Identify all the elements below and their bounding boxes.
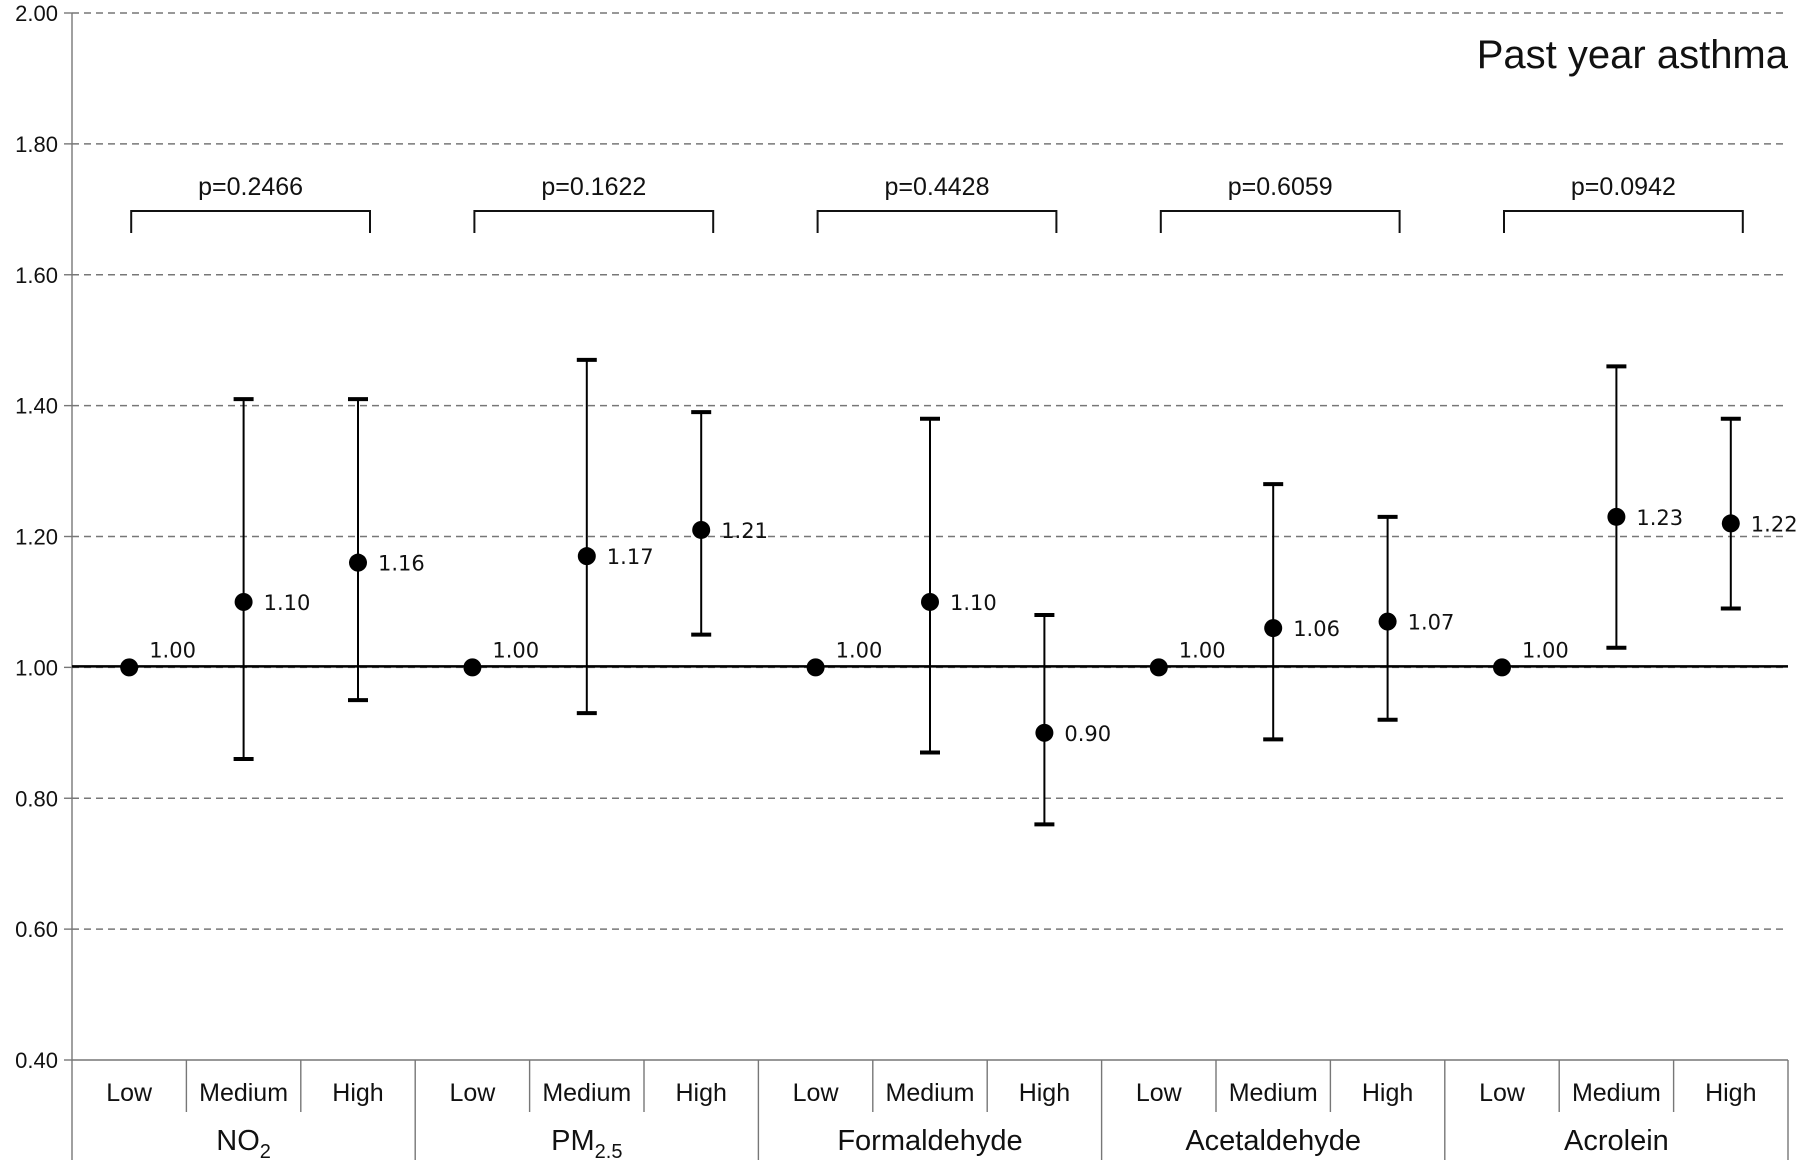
data-point (349, 553, 367, 572)
data-label: 1.06 (1293, 617, 1340, 641)
group-label: PM2.5 (551, 1125, 622, 1163)
y-tick-label: 0.80 (15, 786, 58, 811)
y-tick-label: 2.00 (15, 1, 58, 26)
data-label: 0.90 (1064, 722, 1111, 746)
data-label: 1.10 (264, 591, 311, 615)
data-label: 1.07 (1408, 611, 1455, 635)
y-tick-label: 1.60 (15, 263, 58, 288)
category-label: Low (1479, 1079, 1526, 1107)
data-point (692, 520, 711, 539)
p-value-label: p=0.1622 (541, 173, 646, 201)
category-label: Medium (199, 1079, 288, 1107)
data-label: 1.00 (1179, 638, 1226, 662)
p-value-bracket (816, 210, 1058, 233)
y-tick-label: 0.40 (15, 1048, 58, 1073)
category-label: Low (793, 1079, 840, 1107)
data-point (577, 547, 596, 566)
data-label: 1.00 (1522, 638, 1569, 662)
data-point (806, 658, 825, 677)
category-label: Medium (1229, 1079, 1318, 1107)
p-value-brackets: p=0.2466 p=0.1622 p=0.4428 p=0.6059 p=0.0942 (130, 173, 1744, 233)
data-label: 1.00 (149, 638, 196, 662)
data-point (1493, 658, 1511, 677)
data-point (463, 658, 482, 677)
group-name: Formaldehyde (837, 1125, 1022, 1157)
data-point (1378, 612, 1397, 631)
data-point (120, 658, 139, 677)
data-marks: 1.00 1.10 1.16 1.00 1.17 1.21 1.00 1.10 0.90 1.00… (72, 357, 1798, 827)
p-value-bracket (130, 210, 371, 233)
category-label: High (332, 1079, 383, 1107)
group-label: Formaldehyde (837, 1125, 1022, 1157)
y-tick-label: 0.60 (15, 917, 58, 942)
data-label: 1.10 (950, 591, 997, 615)
category-label: Medium (1572, 1079, 1661, 1107)
group-label: NO2 (216, 1125, 271, 1163)
group-name: Acetaldehyde (1185, 1125, 1361, 1157)
category-labels: Low Medium High NO2 Low Medium High PM2.5 Low Med… (106, 1079, 1756, 1163)
category-label: High (675, 1079, 726, 1107)
category-label: Low (106, 1079, 153, 1107)
data-point (234, 592, 253, 611)
group-name: Acrolein (1564, 1125, 1669, 1157)
category-label: Medium (542, 1079, 631, 1107)
p-value-label: p=0.6059 (1228, 173, 1333, 201)
data-label: 1.00 (836, 638, 883, 662)
group-name: NO (216, 1125, 260, 1157)
category-label: Medium (886, 1079, 975, 1107)
p-value-bracket (1503, 210, 1744, 233)
category-label: High (1705, 1079, 1756, 1107)
group-name-subscript: 2 (260, 1141, 271, 1163)
data-label: 1.22 (1751, 512, 1798, 536)
group-name-subscript: 2.5 (595, 1141, 623, 1163)
data-label: 1.17 (607, 545, 654, 569)
p-value-bracket (473, 210, 715, 233)
p-value-bracket (1159, 210, 1401, 233)
p-value-label: p=0.0942 (1571, 173, 1676, 201)
y-tick-label: 1.00 (15, 655, 58, 680)
data-point (1264, 619, 1283, 638)
category-label: High (1362, 1079, 1413, 1107)
p-value-label: p=0.2466 (198, 173, 303, 201)
chart-title: Past year asthma (1477, 33, 1789, 77)
data-label: 1.23 (1636, 506, 1683, 530)
data-point (1035, 723, 1054, 742)
category-label: High (1019, 1079, 1070, 1107)
data-point (921, 592, 939, 611)
data-label: 1.21 (721, 519, 768, 543)
p-value-label: p=0.4428 (885, 173, 990, 201)
data-label: 1.16 (378, 552, 425, 576)
category-label: Low (449, 1079, 496, 1107)
group-name: PM (551, 1125, 595, 1157)
group-label: Acrolein (1564, 1125, 1669, 1157)
group-label: Acetaldehyde (1185, 1125, 1361, 1157)
axes: 0.40 0.60 0.80 1.00 1.20 1.40 1.60 1.80 2.00 (15, 1, 1789, 1160)
data-point (1149, 658, 1168, 677)
y-tick-label: 1.40 (15, 394, 58, 419)
y-tick-label: 1.20 (15, 525, 58, 550)
y-tick-label: 1.80 (15, 132, 58, 157)
data-point (1607, 507, 1626, 526)
category-label: Low (1136, 1079, 1183, 1107)
data-point (1721, 514, 1740, 533)
data-label: 1.00 (492, 638, 539, 662)
